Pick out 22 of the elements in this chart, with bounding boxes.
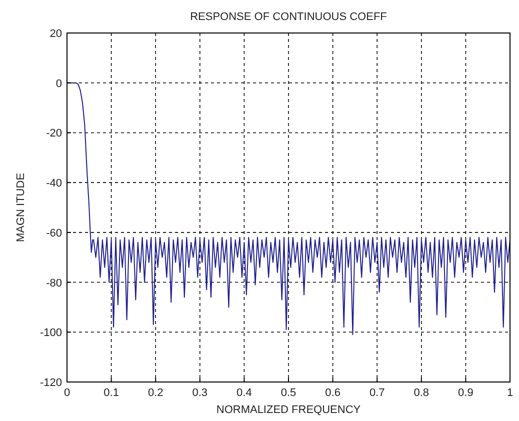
x-tick-label: 0.2 bbox=[148, 387, 164, 399]
x-tick-label: 0.1 bbox=[104, 387, 119, 399]
y-tick-label: -120 bbox=[40, 377, 62, 389]
chart-title: RESPONSE OF CONTINUOUS COEFF bbox=[190, 11, 388, 23]
y-axis-title: MAGN ITUDE bbox=[15, 172, 27, 242]
x-tick-label: 0.5 bbox=[280, 387, 296, 399]
x-tick-label: 0.8 bbox=[414, 387, 430, 399]
x-tick-label: 0 bbox=[64, 387, 70, 399]
y-tick-label: -100 bbox=[40, 327, 62, 340]
y-tick-label: -20 bbox=[46, 128, 62, 140]
x-tick-label: 0.3 bbox=[192, 387, 208, 399]
y-tick-label: -80 bbox=[46, 277, 62, 290]
x-tick-label: 0.7 bbox=[369, 387, 385, 399]
y-tick-label: 20 bbox=[50, 28, 62, 40]
x-tick-label: 0.9 bbox=[458, 387, 474, 399]
x-tick-label: 0.4 bbox=[236, 387, 252, 399]
y-tick-label: -60 bbox=[46, 227, 62, 240]
y-tick-label: -40 bbox=[46, 178, 62, 190]
x-tick-label: 1 bbox=[506, 387, 514, 399]
y-tick-label: 0 bbox=[56, 78, 62, 90]
x-axis-title: NORMALIZED FREQUENCY bbox=[216, 404, 362, 416]
x-tick-label: 0.6 bbox=[325, 387, 340, 399]
